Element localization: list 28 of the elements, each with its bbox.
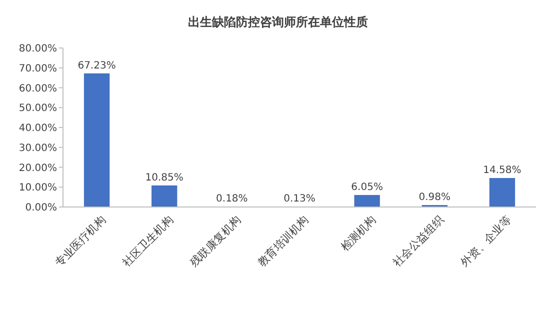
x-tick-label: 检测机构 (338, 213, 379, 254)
bar (354, 194, 380, 207)
data-label: 14.58% (483, 165, 522, 176)
y-tick-label: 60.00% (18, 83, 57, 94)
x-tick-label: 社区卫生机构 (120, 213, 176, 270)
data-label: 0.18% (216, 194, 248, 205)
data-label: 67.23% (78, 60, 116, 72)
y-tick-label: 40.00% (18, 123, 57, 134)
data-label: 10.85% (145, 172, 184, 184)
x-tick-label: 专业医疗机构 (52, 213, 108, 270)
y-tick-label: 10.00% (18, 182, 57, 194)
x-tick-label: 外资、企业等 (458, 213, 514, 270)
chart-title: 出生缺陷防控咨询师所在单位性质 (188, 15, 368, 29)
y-tick-label: 0.00% (25, 202, 57, 214)
x-tick-label: 残联康复机构 (188, 213, 244, 270)
data-label: 0.98% (418, 192, 451, 204)
x-tick-label: 教育培训机构 (255, 213, 312, 270)
y-tick-label: 70.00% (18, 63, 57, 74)
data-label: 0.13% (284, 194, 316, 205)
bar (84, 73, 110, 207)
bar (489, 178, 516, 207)
y-tick-label: 20.00% (18, 162, 57, 174)
y-tick-label: 30.00% (18, 142, 57, 154)
y-tick-label: 80.00% (18, 44, 57, 54)
data-label: 6.05% (351, 182, 383, 193)
x-tick-label: 社会公益组织 (390, 213, 446, 270)
y-tick-label: 50.00% (18, 103, 57, 114)
bar (152, 185, 178, 207)
